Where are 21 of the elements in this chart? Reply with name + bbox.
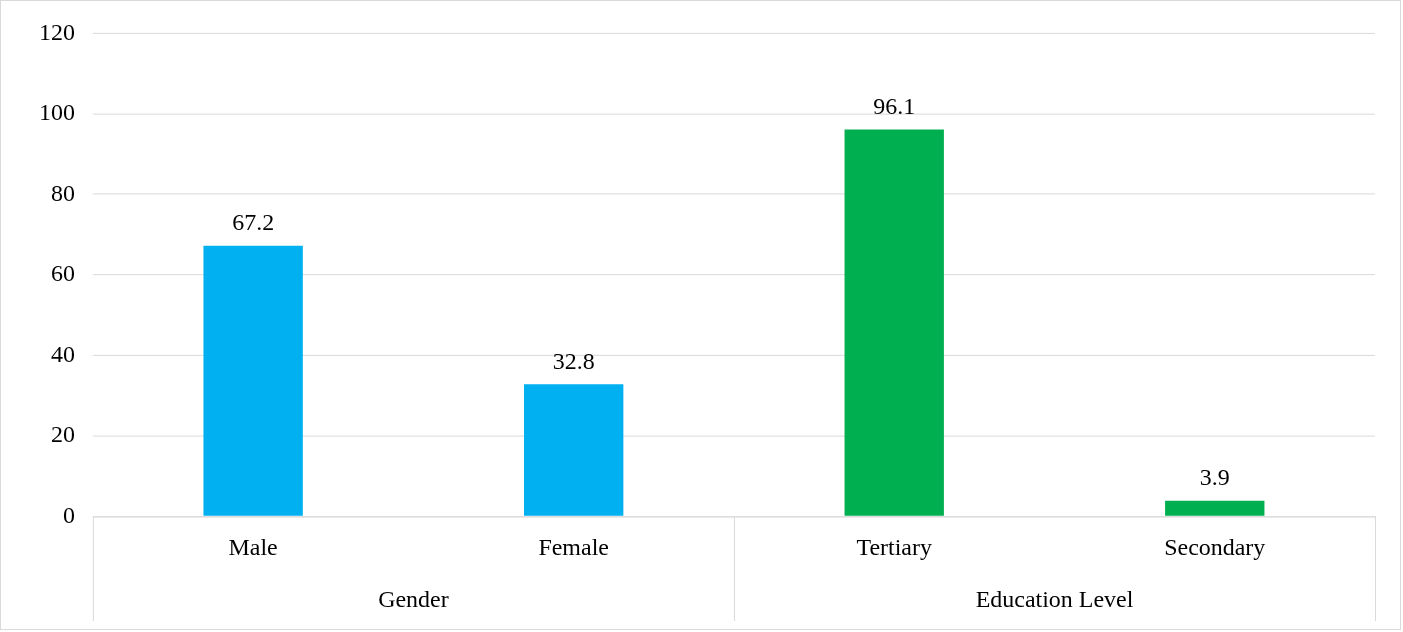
data-label: 32.8 xyxy=(552,347,595,374)
bar xyxy=(203,245,303,516)
data-label: 96.1 xyxy=(873,92,916,119)
x-tick-label: Tertiary xyxy=(856,533,932,560)
bar xyxy=(1165,500,1265,516)
data-label: 67.2 xyxy=(232,209,275,236)
x-tick-label: Male xyxy=(228,533,278,560)
bar xyxy=(524,384,624,516)
y-tick-label: 120 xyxy=(38,18,75,45)
x-tick-label: Secondary xyxy=(1164,533,1266,560)
text: Gender xyxy=(378,586,449,613)
y-tick-label: 100 xyxy=(38,99,75,126)
x-tick-label: Female xyxy=(538,533,609,560)
text: Education Level xyxy=(975,586,1134,613)
y-tick-label: 60 xyxy=(50,260,75,287)
y-tick-label: 40 xyxy=(50,340,75,367)
y-tick-label: 80 xyxy=(50,179,75,206)
y-tick-label: 20 xyxy=(50,421,75,448)
data-label: 3.9 xyxy=(1199,464,1230,490)
bar xyxy=(844,129,944,516)
y-tick-label: 0 xyxy=(62,501,75,528)
